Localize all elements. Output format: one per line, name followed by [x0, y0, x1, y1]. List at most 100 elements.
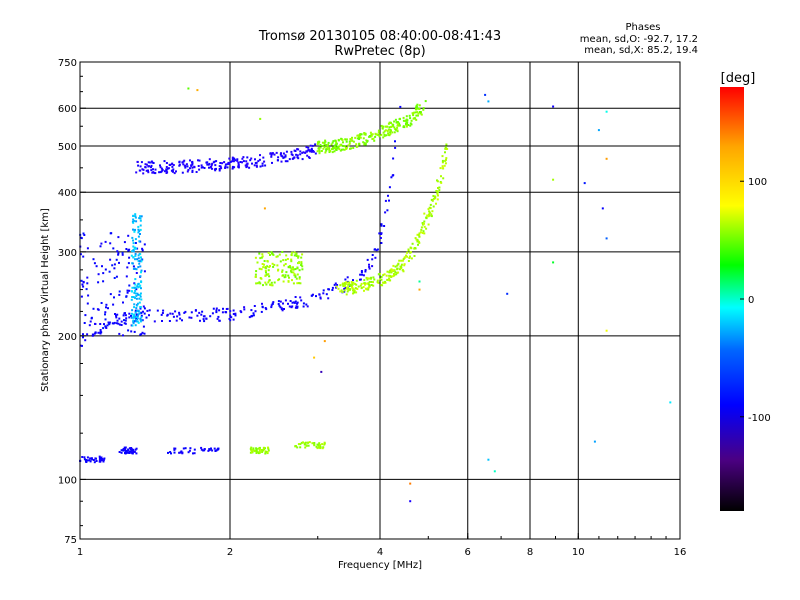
data-point	[139, 284, 142, 287]
data-point	[264, 307, 267, 309]
data-point	[201, 166, 204, 169]
data-point	[352, 292, 354, 295]
data-point	[280, 152, 282, 155]
data-point	[320, 150, 323, 152]
data-point	[116, 313, 119, 316]
data-point	[165, 172, 168, 174]
data-point	[390, 125, 393, 128]
data-point	[182, 447, 185, 450]
data-point	[312, 293, 314, 296]
data-point	[379, 237, 382, 239]
data-point	[305, 303, 308, 306]
data-point	[406, 251, 409, 254]
data-point	[239, 161, 242, 163]
data-point	[197, 165, 200, 167]
data-point	[271, 262, 274, 265]
data-point	[376, 248, 379, 251]
data-point	[425, 216, 428, 219]
data-point	[136, 320, 139, 323]
data-point	[82, 280, 85, 283]
data-point	[442, 177, 445, 180]
data-point	[253, 305, 256, 307]
data-point	[307, 149, 310, 151]
data-point	[145, 316, 148, 319]
data-point	[243, 306, 246, 309]
data-point	[289, 300, 292, 302]
data-point	[436, 180, 439, 183]
data-point	[319, 444, 321, 447]
data-point	[231, 165, 234, 168]
data-point	[293, 254, 296, 257]
data-point	[125, 317, 128, 320]
data-point	[392, 264, 395, 267]
data-point	[176, 315, 179, 318]
data-point	[91, 334, 94, 337]
data-point	[427, 215, 430, 218]
data-point	[182, 163, 185, 166]
data-point	[420, 228, 423, 231]
data-point	[168, 320, 171, 322]
x-tick-label: 1	[77, 547, 83, 558]
data-point	[135, 288, 138, 291]
data-point	[166, 167, 169, 170]
data-point	[272, 301, 275, 304]
data-point	[131, 324, 134, 327]
data-point	[376, 279, 379, 282]
colorbar-tick-label: -100	[748, 413, 771, 424]
data-point	[377, 281, 380, 284]
data-point	[270, 155, 273, 158]
data-point	[115, 316, 118, 319]
data-point	[140, 312, 143, 315]
data-point	[134, 253, 137, 255]
data-point	[337, 287, 340, 290]
data-point	[401, 269, 404, 272]
data-point	[182, 160, 185, 163]
data-point	[392, 275, 395, 278]
data-point	[371, 133, 374, 136]
data-point	[269, 265, 271, 267]
x-tick-label: 8	[527, 547, 533, 558]
y-tick-label: 600	[58, 104, 77, 115]
data-point	[321, 145, 324, 147]
data-point	[316, 443, 319, 446]
data-point	[242, 156, 245, 159]
data-point	[188, 316, 191, 319]
data-point	[197, 159, 199, 162]
data-point	[137, 225, 140, 228]
data-point	[138, 262, 141, 265]
data-point	[276, 255, 279, 258]
data-point	[103, 323, 105, 326]
data-point	[181, 451, 184, 454]
data-point	[132, 316, 135, 319]
data-point	[353, 291, 356, 294]
data-point	[419, 111, 421, 113]
data-point	[86, 282, 89, 285]
data-point	[231, 167, 234, 170]
data-point	[324, 139, 327, 142]
data-point	[360, 133, 363, 136]
data-point	[285, 271, 288, 274]
data-point	[134, 216, 137, 219]
data-point	[305, 150, 308, 153]
data-point	[265, 271, 267, 274]
colorbar-tick-label: 0	[748, 295, 754, 306]
data-point	[140, 319, 143, 322]
data-point	[234, 314, 237, 317]
data-point	[399, 117, 401, 120]
data-point	[108, 323, 111, 326]
data-point	[118, 293, 121, 296]
data-point	[360, 286, 363, 289]
data-point	[83, 456, 86, 459]
data-point	[435, 202, 437, 205]
data-point	[283, 264, 286, 267]
data-point	[351, 283, 354, 286]
data-point	[133, 219, 136, 222]
data-point	[409, 124, 412, 127]
data-point	[143, 332, 146, 335]
data-point	[328, 148, 331, 151]
data-point	[441, 161, 444, 164]
data-point	[241, 157, 244, 160]
data-point	[126, 451, 129, 454]
data-point	[292, 271, 295, 274]
data-point	[152, 168, 154, 171]
